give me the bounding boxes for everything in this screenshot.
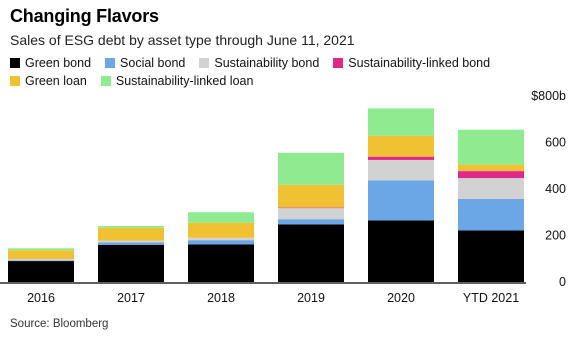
bar-segment-green-bond-ytd-2021 <box>458 230 524 282</box>
y-tick-label-400: 400 <box>545 182 566 196</box>
legend-label-social-bond: Social bond <box>120 56 186 70</box>
x-tick-label-2018: 2018 <box>207 291 235 305</box>
bar-segment-sustainability-linked-bond-ytd-2021 <box>458 171 524 179</box>
legend-item-sustainability-linked-loan: Sustainability-linked loan <box>100 72 254 90</box>
bar-segment-social-bond-2018 <box>188 240 254 245</box>
x-tick-label-ytd-2021: YTD 2021 <box>463 291 519 305</box>
x-tick-label-2020: 2020 <box>387 291 415 305</box>
legend-row-1: Green bond Social bond Sustainability bo… <box>10 54 570 72</box>
bar-segment-green-bond-2018 <box>188 244 254 282</box>
legend-swatch-green-bond <box>10 58 20 68</box>
bar-segment-green-bond-2017 <box>98 244 164 282</box>
legend-swatch-sustainability-linked-loan <box>100 76 111 86</box>
bar-segment-green-bond-2019 <box>278 224 344 282</box>
source-note: Source: Bloomberg <box>10 318 109 330</box>
bar-segment-sustainability-linked-loan-2018 <box>188 212 254 223</box>
y-tick-label-800: $800b <box>531 89 566 103</box>
legend-row-2: Green loan Sustainability-linked loan <box>10 72 570 90</box>
bar-segment-green-loan-2020 <box>368 135 434 157</box>
bar-segment-sustainability-bond-2018 <box>188 237 254 241</box>
legend-label-green-loan: Green loan <box>25 74 87 88</box>
bar-segment-green-bond-2020 <box>368 220 434 282</box>
bar-segment-social-bond-2020 <box>368 180 434 221</box>
chart-subtitle: Sales of ESG debt by asset type through … <box>10 32 355 48</box>
bar-segment-sustainability-linked-bond-2020 <box>368 156 434 160</box>
y-tick-label-200: 200 <box>545 229 566 243</box>
bar-segment-green-loan-2016 <box>8 250 74 259</box>
bar-segment-sustainability-bond-2016 <box>8 258 74 261</box>
legend-swatch-green-loan <box>10 76 20 86</box>
legend-label-sustainability-linked-bond: Sustainability-linked bond <box>348 56 491 70</box>
bar-segment-sustainability-linked-loan-ytd-2021 <box>458 129 524 165</box>
bar-segment-sustainability-bond-2017 <box>98 240 164 243</box>
bar-segment-sustainability-bond-2019 <box>278 208 344 220</box>
legend-swatch-sustainability-bond <box>199 58 210 68</box>
x-tick-label-2019: 2019 <box>297 291 325 305</box>
bar-segment-green-loan-2019 <box>278 184 344 208</box>
bar-segment-social-bond-2019 <box>278 219 344 225</box>
legend-item-sustainability-bond: Sustainability bond <box>199 54 319 72</box>
chart-legend: Green bond Social bond Sustainability bo… <box>10 54 570 90</box>
chart-title: Changing Flavors <box>10 6 159 26</box>
bar-segment-green-loan-ytd-2021 <box>458 164 524 172</box>
legend-label-green-bond: Green bond <box>25 56 92 70</box>
bar-segment-sustainability-linked-loan-2017 <box>98 225 164 228</box>
bar-segment-sustainability-linked-loan-2020 <box>368 108 434 136</box>
x-tick-label-2016: 2016 <box>27 291 55 305</box>
x-tick-label-2017: 2017 <box>117 291 145 305</box>
y-tick-label-600: 600 <box>545 136 566 150</box>
y-tick-label-0: 0 <box>559 275 566 289</box>
bar-segment-sustainability-linked-loan-2016 <box>8 248 74 251</box>
bar-segment-sustainability-linked-bond-2019 <box>278 207 344 209</box>
bar-segment-sustainability-bond-ytd-2021 <box>458 178 524 199</box>
bar-segment-sustainability-linked-loan-2019 <box>278 152 344 185</box>
bar-segment-social-bond-ytd-2021 <box>458 198 524 231</box>
legend-item-green-loan: Green loan <box>10 72 87 90</box>
legend-item-sustainability-linked-bond: Sustainability-linked bond <box>333 54 490 72</box>
bar-segment-green-loan-2018 <box>188 222 254 238</box>
bar-segment-green-loan-2017 <box>98 227 164 241</box>
legend-item-social-bond: Social bond <box>105 54 185 72</box>
bar-segment-sustainability-bond-2020 <box>368 159 434 181</box>
bar-segment-green-bond-2016 <box>8 261 74 282</box>
legend-swatch-social-bond <box>105 58 116 68</box>
legend-label-sustainability-bond: Sustainability bond <box>214 56 320 70</box>
bar-segment-social-bond-2017 <box>98 242 164 245</box>
legend-item-green-bond: Green bond <box>10 54 91 72</box>
bar-segment-social-bond-2016 <box>8 260 74 262</box>
legend-label-sustainability-linked-loan: Sustainability-linked loan <box>115 74 254 88</box>
legend-swatch-sustainability-linked-bond <box>333 58 344 68</box>
